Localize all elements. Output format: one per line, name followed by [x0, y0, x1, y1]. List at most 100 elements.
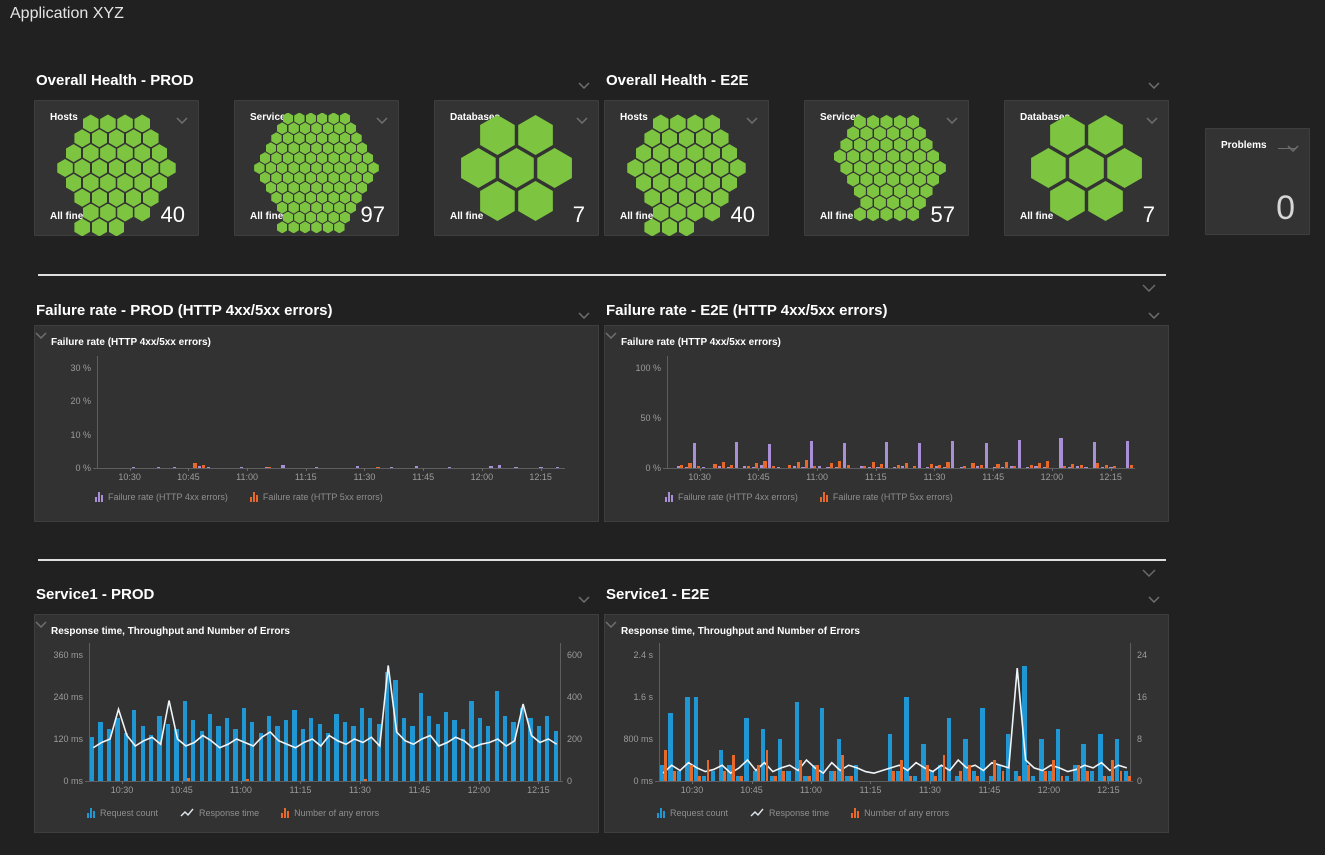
hexagon-healthy — [867, 115, 879, 129]
chevron-down-icon[interactable] — [35, 615, 47, 632]
hexagon-healthy — [117, 144, 133, 162]
x-axis-tick — [870, 781, 871, 784]
hexagon-healthy — [100, 144, 116, 162]
hexagon-healthy — [653, 114, 669, 132]
chart-bar — [1130, 465, 1133, 468]
chart-plot[interactable] — [89, 655, 561, 781]
x-axis-tick — [360, 781, 361, 784]
hexagon-healthy — [294, 113, 304, 125]
hexagon-healthy — [311, 221, 321, 233]
chevron-down-icon[interactable] — [1142, 279, 1156, 297]
chart-bar — [772, 466, 775, 468]
chart-bar — [356, 466, 359, 468]
entity-count: 7 — [573, 202, 585, 228]
chevron-down-icon[interactable] — [1148, 306, 1160, 323]
chart-bar — [1063, 466, 1066, 468]
legend-item[interactable]: Response time — [750, 808, 829, 818]
hexagon-healthy — [328, 192, 338, 204]
chart-legend: Request count Response time Number of any … — [657, 808, 949, 818]
health-tile-services-prod[interactable]: Services All fine 97 — [234, 100, 399, 236]
hexagon-healthy — [328, 152, 338, 164]
chart-tile-failure-prod[interactable]: Failure rate (HTTP 4xx/5xx errors) Failu… — [34, 325, 599, 522]
hexagon-healthy — [927, 173, 939, 187]
hexagon-healthy — [887, 149, 899, 163]
hexagon-healthy — [357, 162, 367, 174]
x-axis-line — [655, 781, 1133, 782]
legend-item[interactable]: Request count — [657, 808, 728, 818]
hexagon-healthy — [328, 212, 338, 224]
legend-item[interactable]: Number of any errors — [281, 808, 379, 818]
chart-bar — [930, 464, 933, 468]
chart-bar — [797, 462, 800, 468]
health-tile-hosts-e2e[interactable]: Hosts All fine 40 — [604, 100, 769, 236]
problems-tile[interactable]: Problems 0 — [1205, 128, 1310, 235]
chart-legend: Failure rate (HTTP 4xx errors) Failure ra… — [95, 492, 383, 502]
x-axis-tick — [364, 468, 365, 471]
chart-bar — [943, 755, 946, 781]
hexagon-healthy — [840, 161, 852, 175]
chart-tile-service1-e2e[interactable]: Response time, Throughput and Number of … — [604, 614, 1169, 833]
legend-item[interactable]: Failure rate (HTTP 5xx errors) — [820, 492, 953, 502]
chevron-down-icon[interactable] — [605, 326, 617, 343]
hexagon-healthy — [306, 172, 316, 184]
chart-bar — [698, 776, 701, 781]
line-series-icon — [750, 808, 764, 818]
hexagon-healthy — [679, 189, 695, 207]
chevron-down-icon[interactable] — [1148, 590, 1160, 607]
legend-item[interactable]: Request count — [87, 808, 158, 818]
hexagon-healthy — [152, 174, 168, 192]
health-tile-hosts-prod[interactable]: Hosts All fine 40 — [34, 100, 199, 236]
chart-bar — [872, 462, 875, 468]
section-header-failure-e2e: Failure rate - E2E (HTTP 4xx/5xx errors) — [606, 302, 1168, 322]
chart-bar — [723, 771, 726, 782]
x-axis-tick — [419, 781, 420, 784]
hexagon-healthy — [306, 152, 316, 164]
chart-bar — [909, 776, 912, 781]
legend-item[interactable]: Failure rate (HTTP 5xx errors) — [250, 492, 383, 502]
chevron-down-icon[interactable] — [578, 590, 590, 607]
chevron-down-icon[interactable] — [578, 76, 590, 93]
legend-item[interactable]: Failure rate (HTTP 4xx errors) — [665, 492, 798, 502]
hexagon-healthy — [306, 192, 316, 204]
legend-item[interactable]: Number of any errors — [851, 808, 949, 818]
hexagon-healthy — [874, 173, 886, 187]
legend-item[interactable]: Failure rate (HTTP 4xx errors) — [95, 492, 228, 502]
chevron-down-icon[interactable] — [1148, 76, 1160, 93]
chart-plot[interactable] — [659, 655, 1131, 781]
hexagon-healthy — [537, 148, 572, 188]
chevron-down-icon[interactable] — [605, 615, 617, 632]
chevron-down-icon[interactable] — [1142, 564, 1156, 582]
hexagon-healthy — [109, 189, 125, 207]
health-tile-databases-e2e[interactable]: Databases All fine 7 — [1004, 100, 1169, 236]
hexagon-healthy — [100, 204, 116, 222]
response-time-line — [659, 655, 1131, 781]
x-axis-label: 12:00 — [471, 472, 494, 482]
hexagon-healthy — [346, 142, 356, 154]
y-axis-label: 0 ms — [607, 776, 653, 786]
chart-bar — [885, 442, 888, 468]
hexagon-healthy — [143, 189, 159, 207]
chart-plot[interactable] — [667, 368, 1133, 468]
legend-item[interactable]: Response time — [180, 808, 259, 818]
health-tile-services-e2e[interactable]: Services All fine 57 — [804, 100, 969, 236]
hexagon-healthy — [907, 184, 919, 198]
hexagon-healthy — [300, 202, 310, 214]
chevron-down-icon[interactable] — [1287, 139, 1299, 157]
hexagon-healthy — [340, 192, 350, 204]
hexagon-healthy — [704, 114, 720, 132]
hexagon-healthy — [351, 172, 361, 184]
hexagon-healthy — [260, 172, 270, 184]
y-axis-label: 100 % — [615, 363, 661, 373]
chart-tile-failure-e2e[interactable]: Failure rate (HTTP 4xx/5xx errors) Failu… — [604, 325, 1169, 522]
chart-bar — [976, 776, 979, 781]
chevron-down-icon[interactable] — [578, 306, 590, 323]
x-axis-label: 11:45 — [978, 785, 1000, 795]
status-label: All fine — [250, 211, 283, 222]
section-header-label: Overall Health - E2E — [606, 72, 749, 89]
chart-tile-service1-prod[interactable]: Response time, Throughput and Number of … — [34, 614, 599, 833]
chevron-down-icon[interactable] — [35, 326, 47, 343]
chart-bar — [1128, 776, 1131, 781]
health-tile-databases-prod[interactable]: Databases All fine 7 — [434, 100, 599, 236]
tile-title: Problems — [1221, 140, 1267, 151]
chart-plot[interactable] — [97, 368, 563, 468]
